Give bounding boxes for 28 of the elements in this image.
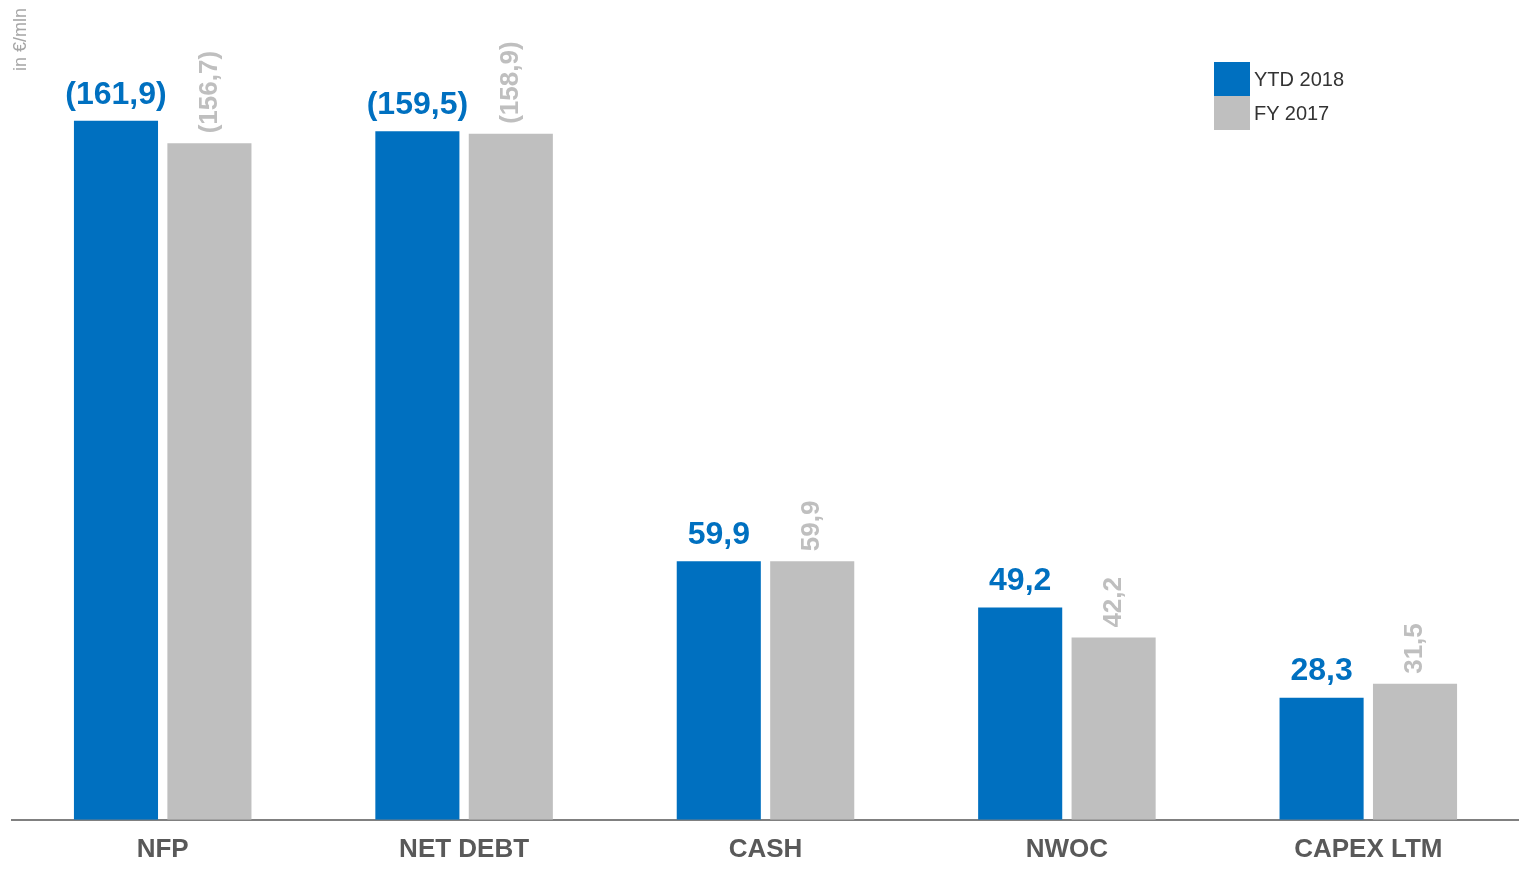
bar bbox=[978, 607, 1063, 820]
bar bbox=[375, 131, 460, 820]
bar bbox=[1372, 683, 1458, 820]
data-label: (156,7) bbox=[192, 50, 223, 134]
x-tick-label: CAPEX LTM bbox=[1294, 832, 1443, 863]
data-label: 42,2 bbox=[1096, 577, 1127, 628]
bar bbox=[167, 143, 252, 820]
bar bbox=[468, 133, 553, 820]
data-label: (158,9) bbox=[493, 41, 524, 124]
bar bbox=[676, 561, 761, 820]
y-axis-title: in €/mln bbox=[9, 8, 30, 72]
bar bbox=[770, 561, 855, 820]
x-tick-label: NET DEBT bbox=[399, 832, 530, 863]
data-label: (161,9) bbox=[65, 74, 167, 111]
data-label: (159,5) bbox=[366, 85, 469, 122]
data-label: 59,9 bbox=[795, 500, 826, 552]
bar bbox=[1279, 697, 1364, 820]
legend-label: FY 2017 bbox=[1254, 101, 1330, 125]
bar bbox=[73, 120, 159, 820]
x-tick-label: CASH bbox=[728, 832, 803, 863]
x-tick-label: NFP bbox=[136, 832, 189, 863]
data-label: 28,3 bbox=[1290, 651, 1353, 688]
x-tick-label: NWOC bbox=[1025, 832, 1109, 863]
data-label: 49,2 bbox=[989, 561, 1052, 598]
data-label: 31,5 bbox=[1398, 623, 1429, 674]
bar bbox=[1071, 637, 1156, 820]
legend-label: YTD 2018 bbox=[1254, 67, 1345, 91]
data-label: 59,9 bbox=[687, 515, 750, 552]
